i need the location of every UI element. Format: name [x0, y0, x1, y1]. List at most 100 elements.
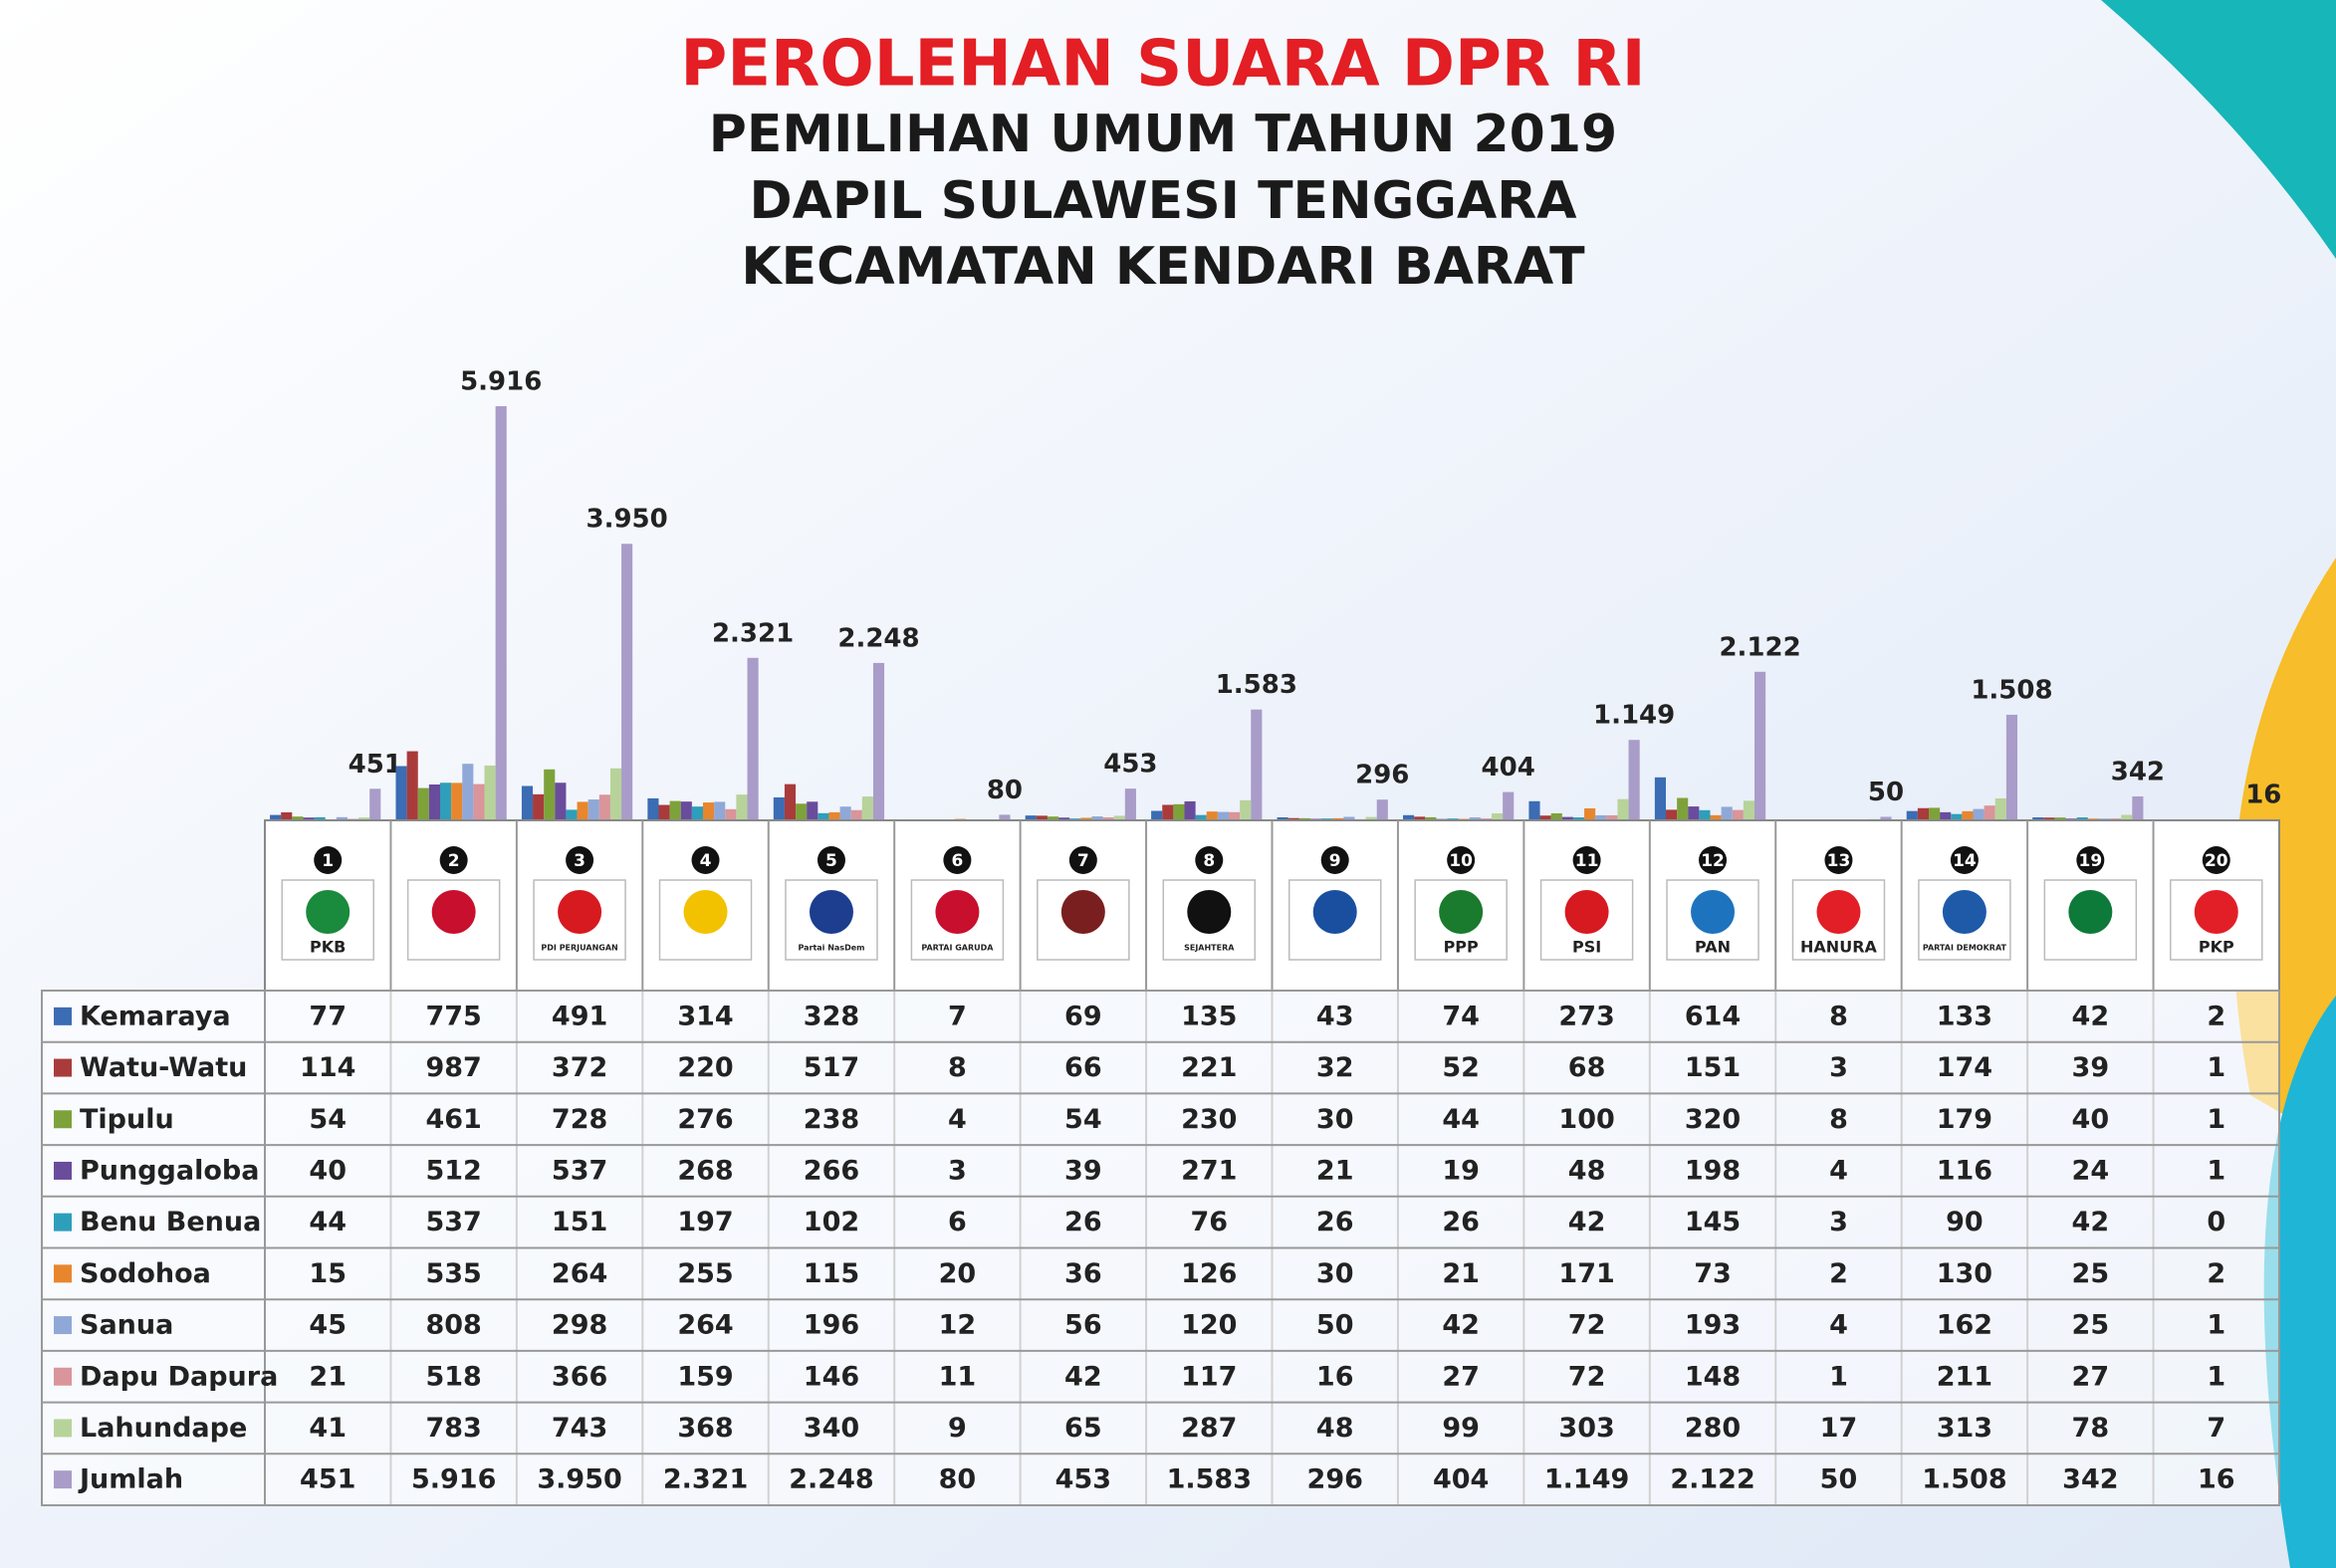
table-cell: 68 — [1568, 1052, 1606, 1083]
bar — [451, 783, 463, 820]
table-cell: 537 — [425, 1207, 481, 1237]
table-cell: 151 — [1685, 1052, 1741, 1083]
bar — [1917, 807, 1929, 820]
table-cell: 264 — [552, 1258, 607, 1289]
table-cell: 42 — [2072, 1001, 2110, 1031]
bar — [2076, 817, 2088, 820]
side-decoration — [2263, 996, 2336, 1568]
table-cell: 50 — [1316, 1310, 1354, 1341]
bar — [1332, 817, 1344, 820]
bar — [1195, 814, 1207, 820]
bar — [1617, 798, 1629, 820]
table-cell: 255 — [677, 1258, 733, 1289]
table-cell: 171 — [1558, 1258, 1614, 1289]
bar — [1102, 817, 1114, 820]
chart-subtitle: DAPIL SULAWESI TENGGARA — [749, 171, 1576, 231]
bar — [736, 794, 748, 820]
table-cell: 366 — [552, 1361, 607, 1392]
table-cell: 54 — [309, 1104, 347, 1135]
table-cell: 41 — [309, 1413, 347, 1444]
bar — [1928, 807, 1941, 820]
table-cell: 4 — [948, 1104, 967, 1135]
bar — [647, 797, 659, 820]
bar — [621, 544, 633, 820]
table-cell: 90 — [1946, 1207, 1984, 1237]
party-number-badge — [1950, 846, 1979, 874]
table-cell: 27 — [2072, 1361, 2110, 1392]
legend-label: Tipulu — [80, 1104, 174, 1135]
table-cell: 220 — [677, 1052, 733, 1083]
table-cell: 372 — [552, 1052, 607, 1083]
party-number: 8 — [1203, 851, 1215, 871]
bar — [1572, 817, 1585, 820]
legend-label: Watu-Watu — [80, 1052, 247, 1083]
party-number: 3 — [574, 851, 585, 871]
table-cell: 743 — [552, 1413, 607, 1444]
bar — [2132, 795, 2144, 820]
bar — [566, 809, 578, 820]
table-cell: 43 — [1316, 1001, 1354, 1031]
bar — [1058, 817, 1070, 820]
table-cell: 303 — [1558, 1413, 1614, 1444]
party-number: 4 — [700, 851, 712, 871]
bar — [281, 811, 293, 820]
table-cell: 268 — [677, 1155, 733, 1186]
bar — [1628, 740, 1640, 820]
table-cell: 72 — [1568, 1310, 1606, 1341]
table-cell: 328 — [804, 1001, 859, 1031]
table-cell: 65 — [1064, 1413, 1102, 1444]
bar — [587, 799, 599, 820]
table-cell: 11 — [939, 1361, 977, 1392]
table-cell: 296 — [1307, 1464, 1363, 1495]
data-label: 451 — [349, 750, 402, 780]
bar — [1229, 811, 1241, 820]
bar — [839, 806, 851, 820]
party-number-badge — [1699, 846, 1728, 874]
table-cell: 404 — [1433, 1464, 1489, 1495]
bar — [1754, 671, 1766, 820]
table-cell: 145 — [1685, 1207, 1741, 1237]
table-cell: 1 — [2207, 1052, 2225, 1083]
table-cell: 21 — [1442, 1258, 1480, 1289]
bar — [828, 811, 840, 820]
table-cell: 2 — [2207, 1001, 2225, 1031]
party-logo-emblem — [2194, 890, 2238, 934]
table-cell: 535 — [425, 1258, 481, 1289]
table-cell: 537 — [552, 1155, 607, 1186]
table-cell: 238 — [804, 1104, 859, 1135]
bar — [270, 814, 282, 820]
table-cell: 453 — [1055, 1464, 1111, 1495]
table-cell: 198 — [1685, 1155, 1741, 1186]
bar — [669, 800, 681, 820]
bar — [1732, 809, 1744, 820]
table-cell: 72 — [1568, 1361, 1606, 1392]
bar — [1584, 807, 1596, 820]
party-number: 19 — [2079, 851, 2103, 871]
bar — [1277, 816, 1288, 820]
bar — [658, 804, 670, 820]
bar — [999, 814, 1011, 820]
bar — [1184, 800, 1196, 820]
table-cell: 1 — [2207, 1310, 2225, 1341]
table-cell: 40 — [2072, 1104, 2110, 1135]
party-number: 7 — [1077, 851, 1089, 871]
bar — [680, 801, 692, 820]
table-cell: 3.950 — [537, 1464, 621, 1495]
table-cell: 48 — [1316, 1413, 1354, 1444]
table-cell: 4 — [1829, 1310, 1848, 1341]
bar — [428, 784, 441, 820]
bar — [1528, 800, 1540, 820]
table-cell: 73 — [1694, 1258, 1732, 1289]
table-cell: 17 — [1820, 1413, 1858, 1444]
bar — [1721, 806, 1733, 820]
table-cell: 24 — [2072, 1155, 2110, 1186]
party-logo-text: PKP — [2199, 938, 2234, 957]
bar — [369, 788, 381, 820]
legend-swatch — [54, 1367, 72, 1386]
party-number-badge — [817, 846, 845, 874]
legend-swatch — [54, 1110, 72, 1129]
table-cell: 20 — [939, 1258, 977, 1289]
party-logo-emblem — [431, 890, 476, 934]
bar — [747, 657, 759, 820]
table-cell: 193 — [1685, 1310, 1741, 1341]
